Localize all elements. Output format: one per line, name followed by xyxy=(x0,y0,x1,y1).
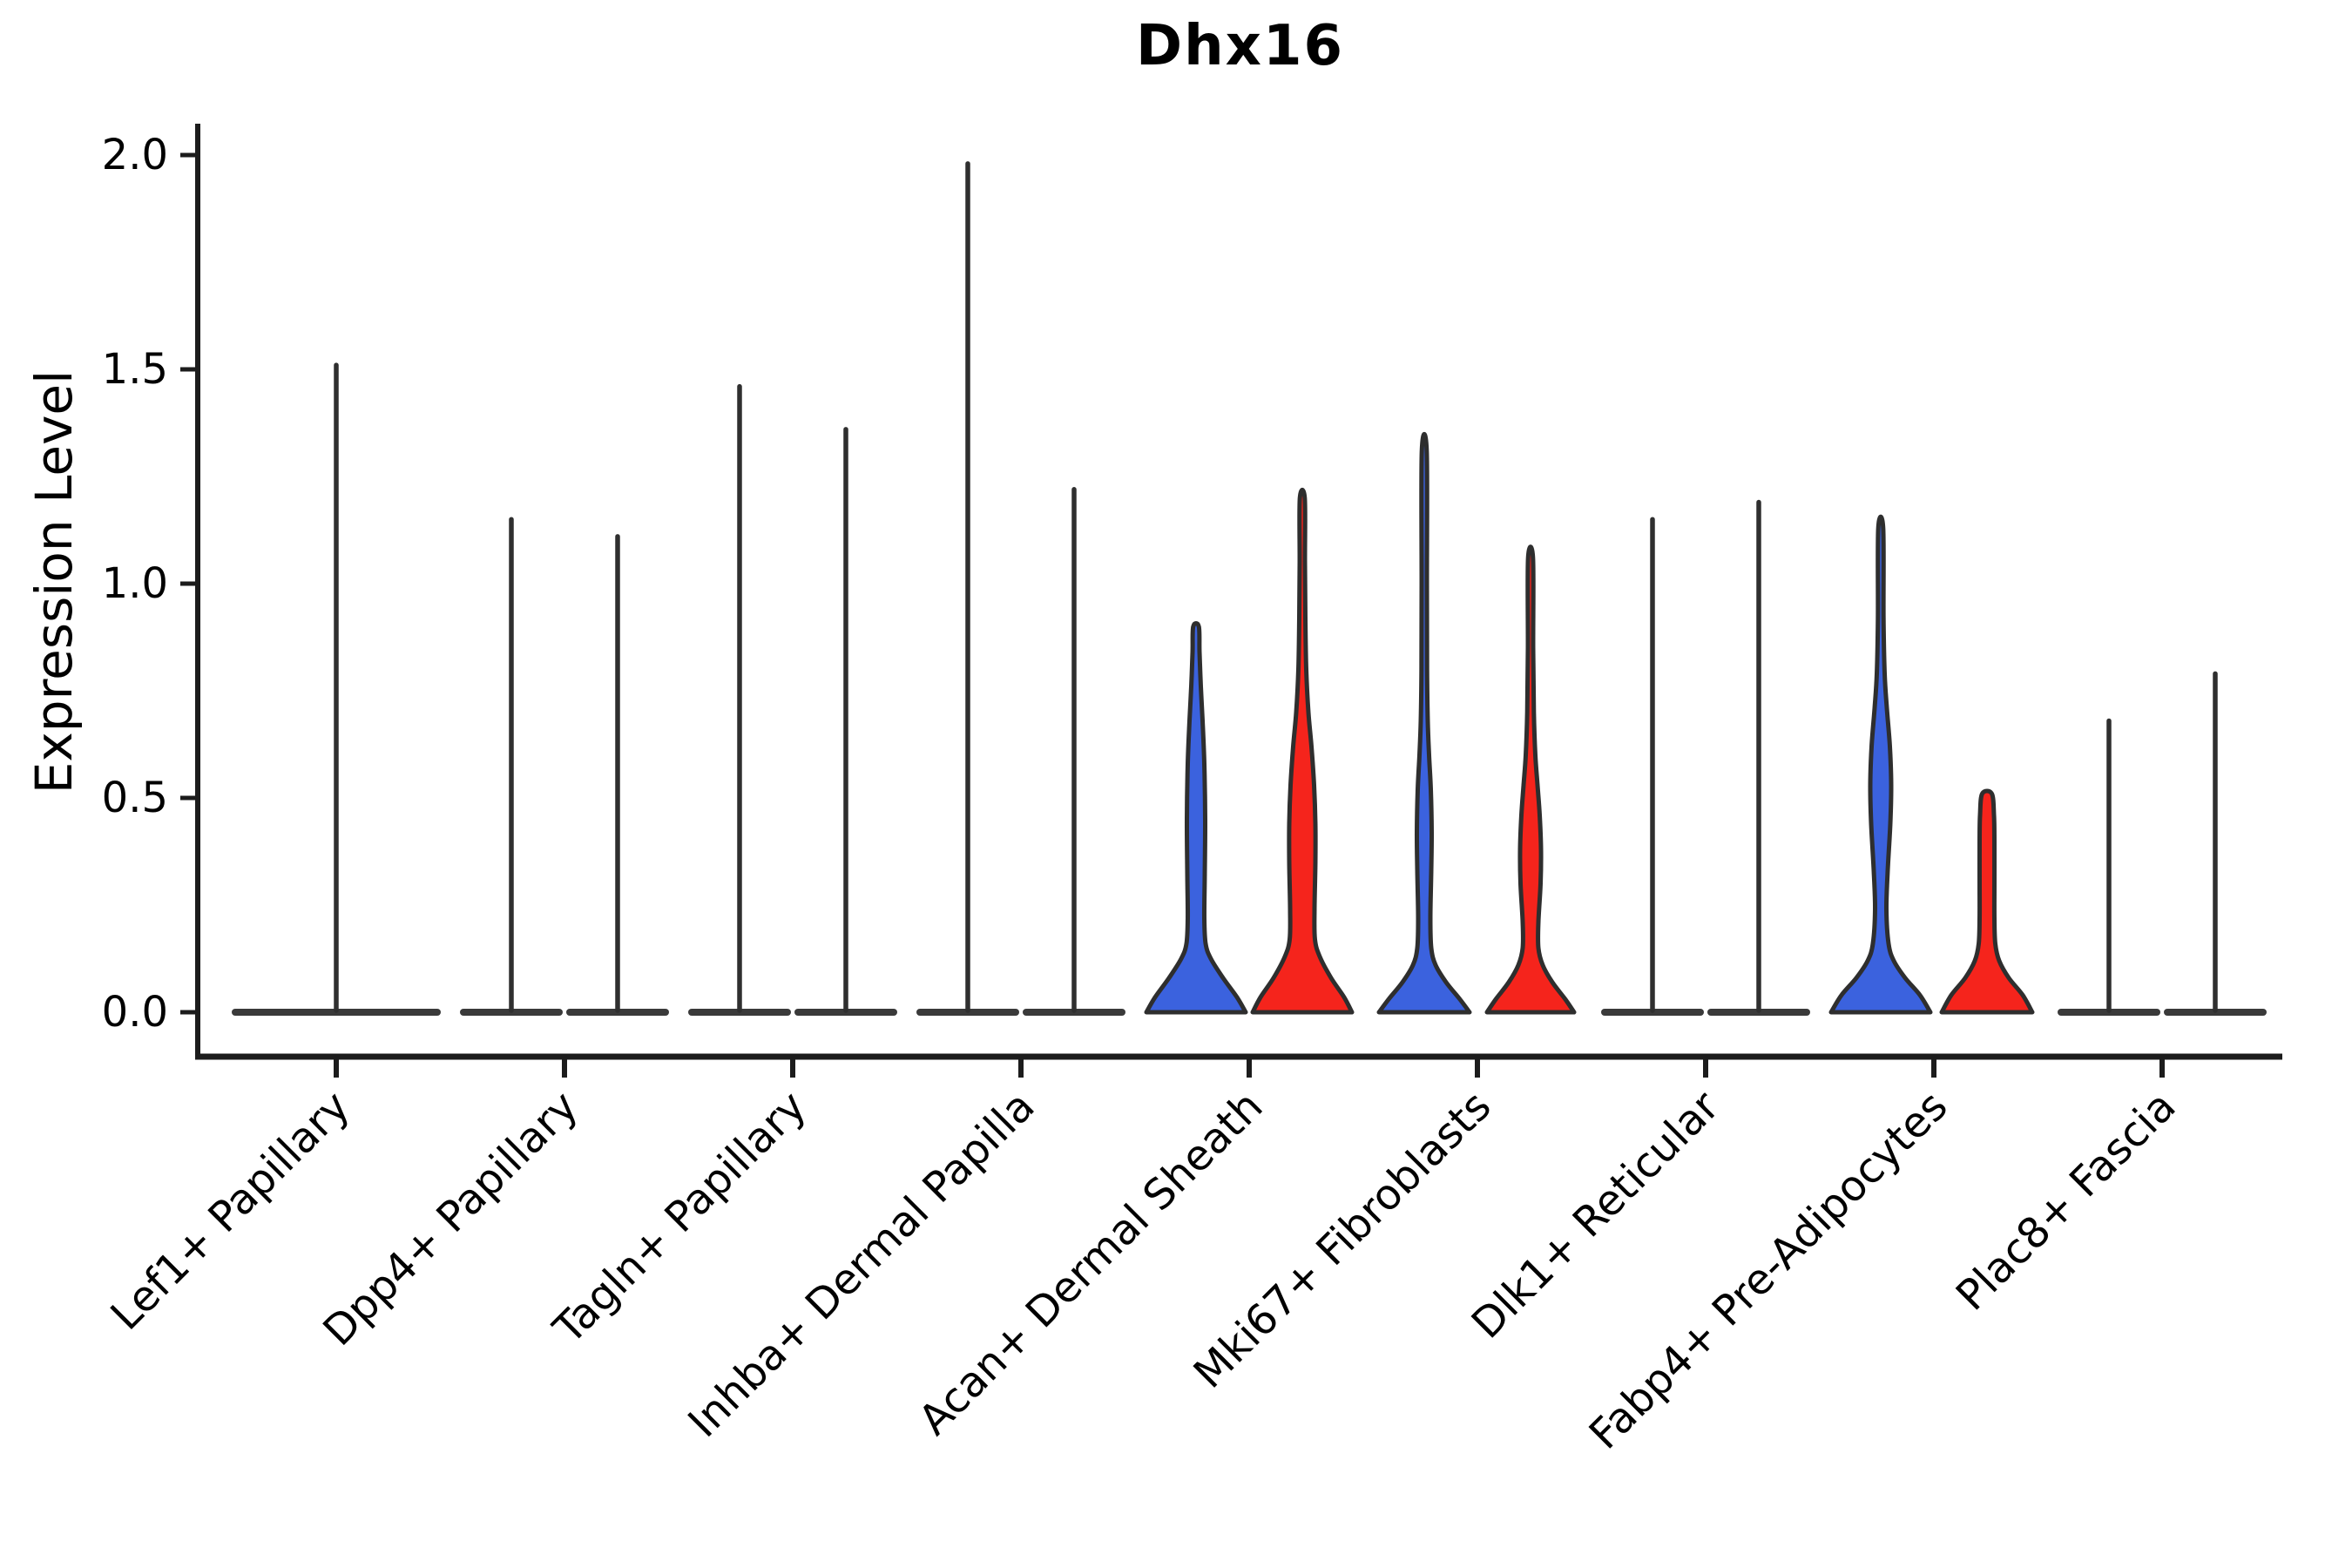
chart-title: Dhx16 xyxy=(1135,14,1345,78)
violin-body xyxy=(1250,487,1355,1015)
y-tick-label: 2.0 xyxy=(102,131,168,179)
y-tick-label: 1.0 xyxy=(102,559,168,608)
violin-body xyxy=(1939,788,2035,1015)
x-tick-label: Plac8+ Fascia xyxy=(1947,1082,2186,1321)
y-axis-label: Expression Level xyxy=(24,369,84,794)
x-tick-label: Dlk1+ Reticular xyxy=(1463,1082,1729,1348)
violin-body xyxy=(1828,514,1933,1015)
x-tick-label: Tagln+ Papillary xyxy=(544,1082,815,1354)
y-tick-label: 0.0 xyxy=(102,988,168,1037)
x-tick-label: Dpp4+ Papillary xyxy=(314,1082,587,1355)
x-tick-label: Lef1+ Papillary xyxy=(102,1082,360,1340)
violin-body xyxy=(1376,431,1472,1015)
y-tick-label: 0.5 xyxy=(102,774,168,822)
violin-body xyxy=(1144,621,1248,1015)
y-tick-label: 1.5 xyxy=(102,345,168,394)
violin-body xyxy=(1484,544,1577,1015)
